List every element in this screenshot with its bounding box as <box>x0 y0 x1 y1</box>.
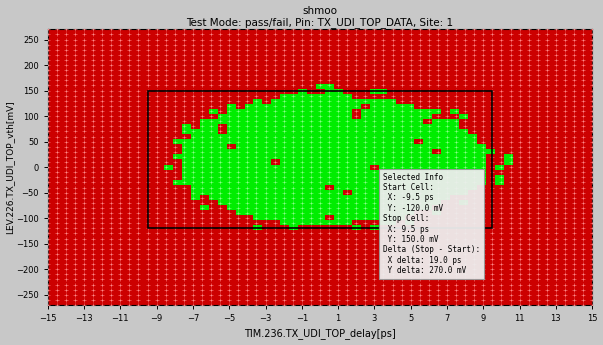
Bar <box>148 91 493 228</box>
Title: shmoo
Test Mode: pass/fail, Pin: TX_UDI_TOP_DATA, Site: 1: shmoo Test Mode: pass/fail, Pin: TX_UDI_… <box>186 6 453 28</box>
Text: Selected Info
Start Cell:
 X: -9.5 ps
 Y: -120.0 mV
Stop Cell:
 X: 9.5 ps
 Y: 15: Selected Info Start Cell: X: -9.5 ps Y: … <box>382 172 480 275</box>
Y-axis label: LEV.226.TX_UDI_TOP_vth[mV]: LEV.226.TX_UDI_TOP_vth[mV] <box>5 100 14 234</box>
X-axis label: TIM.236.TX_UDI_TOP_delay[ps]: TIM.236.TX_UDI_TOP_delay[ps] <box>244 328 396 339</box>
